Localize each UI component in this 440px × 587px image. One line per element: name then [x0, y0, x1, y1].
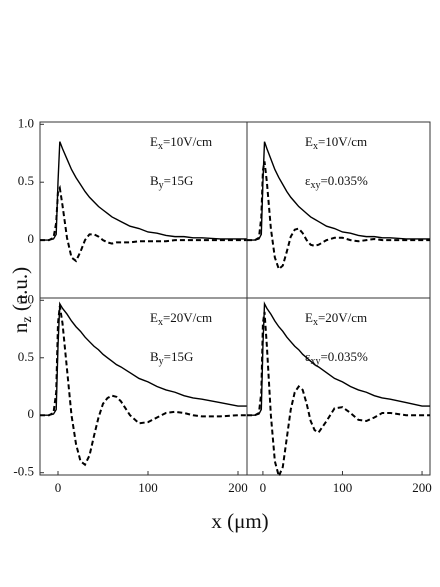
annotation-rest: =20V/cm [318, 310, 367, 325]
annotation: εxy=0.035% [305, 349, 368, 367]
panel-frame [246, 297, 431, 476]
annotation-sub: y [159, 356, 164, 367]
annotation: Ex=10V/cm [150, 134, 212, 152]
annotation: Ex=20V/cm [305, 310, 367, 328]
series-line [247, 301, 430, 416]
annotation-sub: xy [310, 356, 320, 367]
y-label-sub: z [20, 316, 35, 322]
x-tick-label: 0 [260, 480, 267, 495]
series-line [40, 184, 247, 263]
annotation: Ex=20V/cm [150, 310, 212, 328]
y-tick-label: 0 [28, 406, 35, 421]
annotation-base: ε [305, 173, 311, 188]
annotation-sub: x [158, 141, 163, 152]
y-tick-label: 0.5 [18, 349, 34, 364]
y-axis-label: nz (a.u.) [8, 267, 35, 333]
x-tick-label: 100 [138, 480, 158, 495]
annotation-sub: x [313, 317, 318, 328]
annotation-rest: =15G [164, 349, 194, 364]
annotation-rest: =15G [164, 173, 194, 188]
y-tick-label: 0.5 [18, 173, 34, 188]
annotation: Ex=10V/cm [305, 134, 367, 152]
series-line [247, 311, 430, 480]
annotation-base: ε [305, 349, 311, 364]
annotation-base: E [305, 134, 313, 149]
annotation-base: B [150, 349, 159, 364]
x-axis-label: x (μm) [211, 509, 268, 533]
y-tick-label: 1.0 [18, 115, 34, 130]
series-line [40, 141, 247, 241]
annotation-sub: y [159, 180, 164, 191]
y-tick-label: 0 [28, 231, 35, 246]
annotation-base: E [150, 134, 158, 149]
annotation-base: B [150, 173, 159, 188]
annotation-base: E [150, 310, 158, 325]
annotation-rest: =0.035% [320, 349, 368, 364]
x-tick-label: 100 [333, 480, 353, 495]
y-label-rest: (a.u.) [8, 267, 32, 317]
annotation-sub: xy [310, 180, 320, 191]
x-tick-label: 200 [412, 480, 432, 495]
annotation-rest: =10V/cm [318, 134, 367, 149]
annotation: εxy=0.035% [305, 173, 368, 191]
panel-frame [39, 121, 248, 299]
annotation-rest: =10V/cm [163, 134, 212, 149]
y-label-base: n [8, 322, 32, 333]
annotation: By=15G [150, 349, 193, 367]
panel-frame [39, 297, 248, 476]
y-tick-label: 1.0 [18, 291, 34, 306]
annotation-sub: x [158, 317, 163, 328]
annotation-rest: =20V/cm [163, 310, 212, 325]
x-tick-label: 200 [228, 480, 248, 495]
annotation-rest: =0.035% [320, 173, 368, 188]
series-line [40, 305, 247, 467]
series-line [247, 141, 430, 241]
series-line [40, 301, 247, 416]
y-tick-label: -0.5 [13, 464, 34, 479]
series-line [247, 161, 430, 271]
x-tick-label: 0 [55, 480, 62, 495]
annotation: By=15G [150, 173, 193, 191]
annotation-sub: x [313, 141, 318, 152]
annotation-base: E [305, 310, 313, 325]
